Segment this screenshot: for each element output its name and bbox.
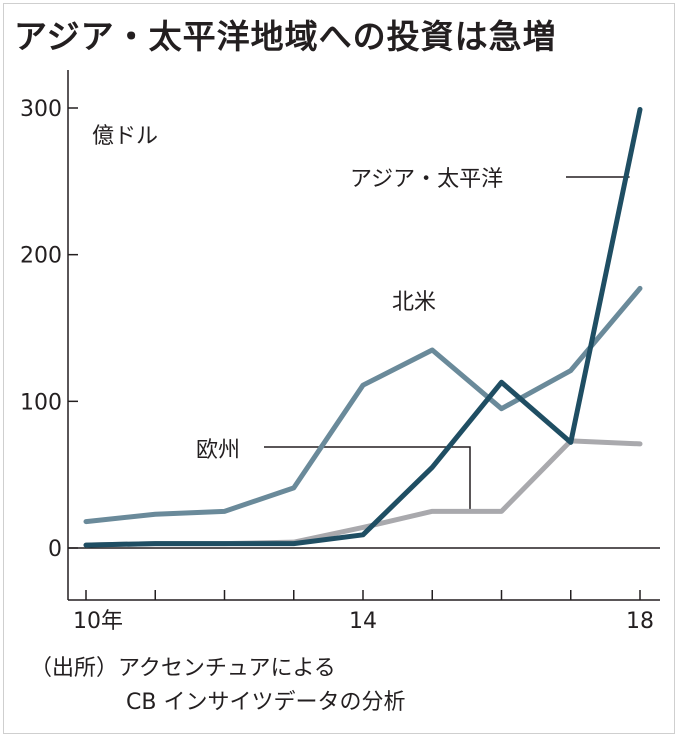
source-line-2: CB インサイツデータの分析	[126, 690, 406, 715]
x-ticks: 10年 14 18	[73, 590, 654, 634]
y-tick-label: 300	[20, 97, 62, 122]
x-tick-label: 14	[349, 609, 377, 634]
line-north-america	[83, 285, 643, 525]
unit-label: 億ドル	[92, 124, 158, 149]
y-tick-label: 200	[20, 244, 62, 269]
line-asia-pacific	[83, 106, 643, 548]
axes	[67, 70, 660, 601]
label-leaders	[264, 176, 630, 512]
series-lines	[83, 106, 643, 548]
series-label-europe: 欧州	[196, 438, 240, 463]
x-tick-label: 10年	[73, 609, 123, 634]
source-line-1: （出所）アクセンチュアによる	[30, 656, 336, 681]
chart-title: アジア・太平洋地域への投資は急増	[14, 17, 557, 56]
y-tick-label: 100	[20, 390, 62, 415]
chart-frame	[3, 3, 675, 734]
series-label-north-america: 北米	[392, 290, 436, 315]
series-label-asia-pacific: アジア・太平洋	[350, 167, 503, 192]
y-tick-label: 0	[48, 537, 62, 562]
leader-europe	[264, 446, 471, 512]
x-tick-label: 18	[626, 609, 654, 634]
y-ticks: 0 100 200 300	[20, 97, 78, 562]
source-note: （出所）アクセンチュアによる CB インサイツデータの分析	[30, 652, 405, 720]
line-europe	[83, 438, 643, 548]
